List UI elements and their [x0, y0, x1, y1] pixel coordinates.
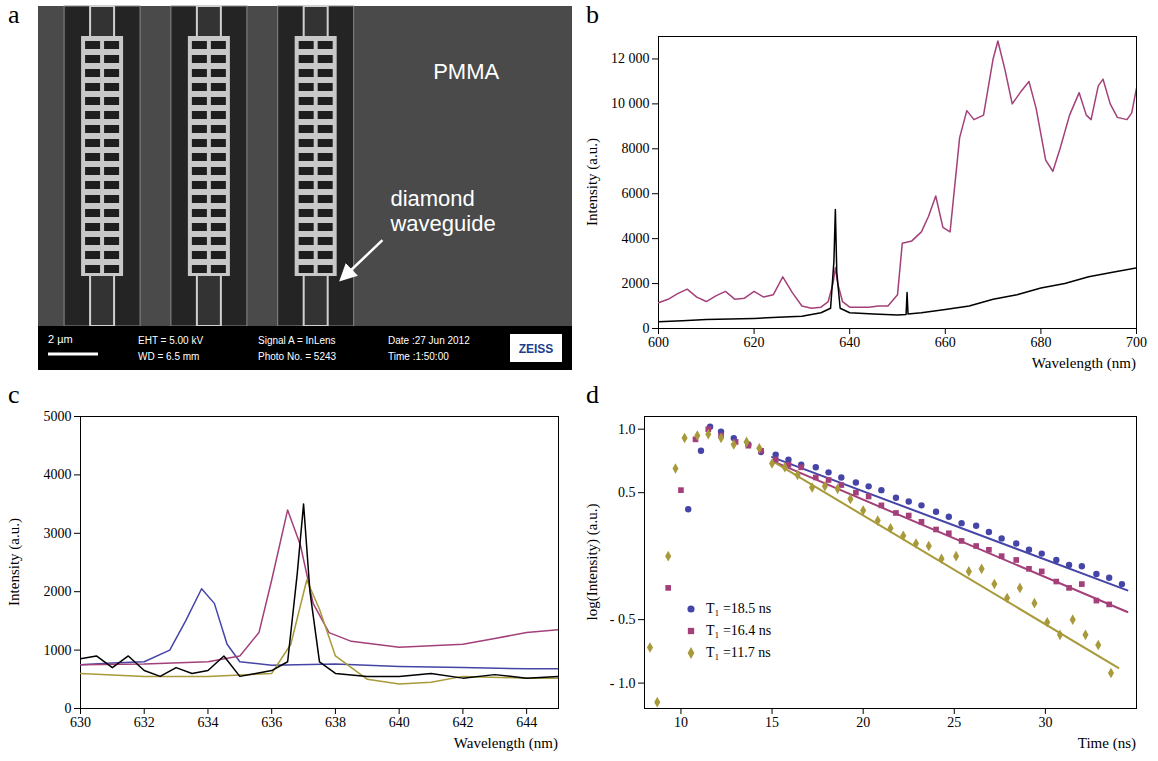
svg-text:1000: 1000 [44, 643, 72, 658]
svg-text:Wavelength (nm): Wavelength (nm) [1032, 355, 1136, 372]
svg-text:Wavelength (nm): Wavelength (nm) [454, 735, 558, 752]
html-text:b: b [586, 0, 599, 29]
svg-text:2000: 2000 [622, 276, 650, 291]
svg-text:- 1.0: - 1.0 [610, 676, 636, 691]
svg-text:0.5: 0.5 [618, 485, 636, 500]
html-text:T₁ =11.7 ns: T₁ =11.7 ns [706, 645, 771, 660]
svg-text:25: 25 [947, 715, 961, 730]
svg-text:640: 640 [839, 335, 860, 350]
svg-text:660: 660 [935, 335, 956, 350]
svg-text:640: 640 [389, 715, 410, 730]
html-text:a: a [8, 0, 20, 29]
svg-text:2000: 2000 [44, 584, 72, 599]
svg-text:642: 642 [452, 715, 473, 730]
svg-text:log(Intensity) (a.u.): log(Intensity) (a.u.) [584, 503, 601, 620]
html-text:d: d [586, 380, 599, 409]
svg-text:Time :1:50:00: Time :1:50:00 [388, 351, 449, 362]
svg-text:680: 680 [1030, 335, 1051, 350]
svg-text:20: 20 [856, 715, 870, 730]
svg-text:10: 10 [674, 715, 688, 730]
svg-text:0: 0 [65, 701, 72, 716]
svg-text:630: 630 [70, 715, 91, 730]
svg-text:10 000: 10 000 [611, 96, 650, 111]
svg-text:Date :27 Jun 2012: Date :27 Jun 2012 [388, 335, 470, 346]
svg-text:638: 638 [325, 715, 346, 730]
html-text:T₁ =18.5 ns: T₁ =18.5 ns [706, 601, 772, 616]
svg-text:diamondwaveguide: diamondwaveguide [389, 186, 495, 236]
svg-text:3000: 3000 [44, 526, 72, 541]
svg-text:620: 620 [744, 335, 765, 350]
svg-text:Time (ns): Time (ns) [1078, 735, 1136, 752]
svg-text:12 000: 12 000 [611, 51, 650, 66]
svg-text:Photo No. = 5243: Photo No. = 5243 [258, 351, 337, 362]
svg-text:15: 15 [765, 715, 779, 730]
svg-text:1.0: 1.0 [618, 422, 636, 437]
svg-text:30: 30 [1038, 715, 1052, 730]
svg-text:6000: 6000 [622, 186, 650, 201]
svg-text:0: 0 [643, 321, 650, 336]
svg-text:PMMA: PMMA [433, 59, 499, 84]
svg-text:ZEISS: ZEISS [519, 342, 554, 356]
svg-text:4000: 4000 [44, 467, 72, 482]
svg-text:2 µm: 2 µm [48, 333, 73, 345]
svg-text:634: 634 [197, 715, 218, 730]
svg-text:8000: 8000 [622, 141, 650, 156]
svg-text:632: 632 [134, 715, 155, 730]
svg-text:4000: 4000 [622, 231, 650, 246]
svg-text:700: 700 [1126, 335, 1147, 350]
svg-text:WD = 6.5 mm: WD = 6.5 mm [138, 351, 199, 362]
html-text:c: c [8, 380, 20, 409]
svg-text:- 0.5: - 0.5 [610, 612, 636, 627]
svg-text:EHT = 5.00 kV: EHT = 5.00 kV [138, 335, 203, 346]
svg-text:Intensity (a.u.): Intensity (a.u.) [584, 138, 601, 226]
html-text:T₁ =16.4 ns: T₁ =16.4 ns [706, 623, 772, 638]
svg-text:636: 636 [261, 715, 282, 730]
svg-text:Intensity (a.u.): Intensity (a.u.) [6, 518, 23, 606]
svg-text:Signal A = InLens: Signal A = InLens [258, 335, 336, 346]
svg-text:5000: 5000 [44, 409, 72, 424]
svg-text:600: 600 [648, 335, 669, 350]
svg-text:644: 644 [516, 715, 537, 730]
